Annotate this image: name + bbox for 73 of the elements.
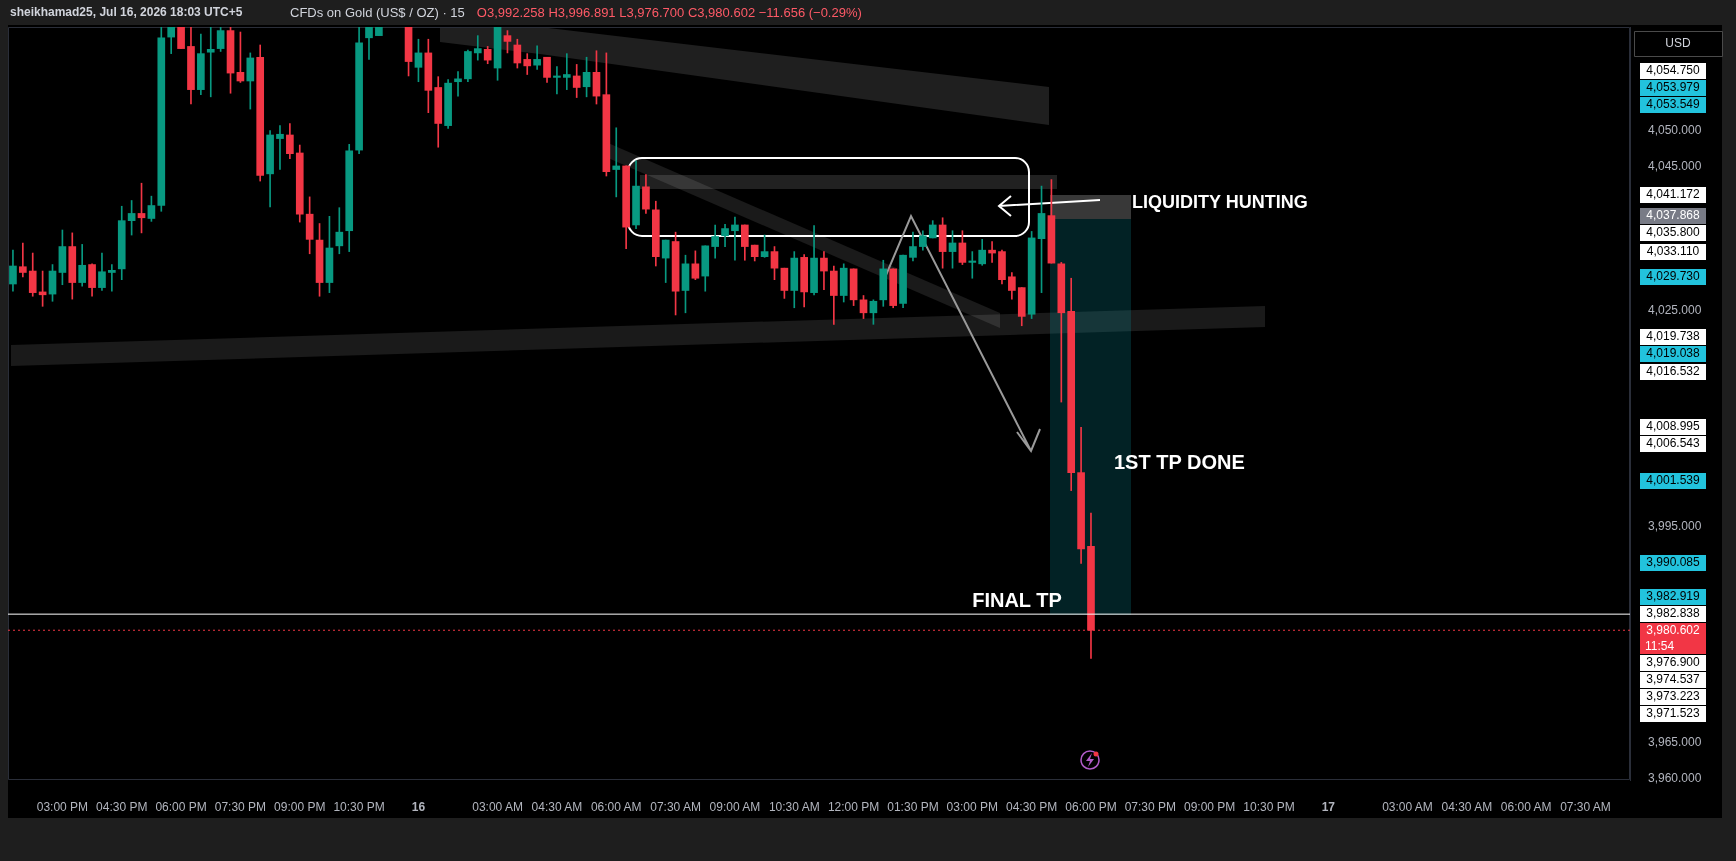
x-tick-label: 12:00 PM bbox=[827, 799, 880, 814]
text: USD bbox=[1665, 36, 1691, 51]
x-tick-label: 17 bbox=[1321, 799, 1336, 814]
candlestick bbox=[276, 125, 284, 170]
text: 4,008.995 bbox=[1646, 419, 1701, 434]
x-tick-label: 09:00 PM bbox=[1183, 799, 1236, 814]
y-tick-label: 4,025.000 bbox=[1648, 302, 1702, 317]
text: 4,006.543 bbox=[1646, 436, 1701, 451]
candlestick bbox=[19, 242, 27, 278]
x-tick-label: 01:30 PM bbox=[887, 799, 939, 814]
candlestick bbox=[731, 216, 739, 261]
x-tick-label: 04:30 AM bbox=[1441, 799, 1493, 814]
x-tick-label: 06:00 PM bbox=[1065, 799, 1117, 814]
x-tick-label: 06:00 PM bbox=[155, 799, 207, 814]
text: 3,982.919 bbox=[1646, 589, 1701, 604]
x-tick-label: 04:30 PM bbox=[1005, 799, 1058, 814]
text: 4,054.750 bbox=[1646, 63, 1701, 78]
text: 3,976.900 bbox=[1646, 655, 1701, 670]
x-tick-label: 09:00 PM bbox=[274, 799, 326, 814]
candlestick bbox=[562, 53, 571, 90]
x-tick-label: 07:30 PM bbox=[214, 799, 267, 814]
text: 3,973.223 bbox=[1646, 689, 1701, 704]
x-tick-label: 03:00 AM bbox=[472, 799, 523, 814]
candlestick bbox=[553, 66, 561, 95]
candlestick bbox=[473, 35, 482, 61]
y-tick-label: 4,050.000 bbox=[1648, 122, 1702, 137]
text: 4,016.532 bbox=[1646, 364, 1701, 379]
text: 4,035.800 bbox=[1646, 225, 1701, 240]
x-tick-label: 07:30 AM bbox=[650, 799, 701, 814]
text: 3,971.523 bbox=[1646, 706, 1701, 721]
x-tick-label: 04:30 PM bbox=[96, 799, 148, 814]
x-tick-label: 07:30 PM bbox=[1124, 799, 1177, 814]
text: 4,029.730 bbox=[1646, 269, 1701, 284]
text: 4,019.738 bbox=[1646, 329, 1701, 344]
chart-title: CFDs on Gold (US$ / OZ) · 15 bbox=[290, 4, 465, 20]
y-tick-label: 4,045.000 bbox=[1648, 158, 1702, 173]
text: 3,974.537 bbox=[1646, 672, 1701, 687]
candlestick bbox=[206, 27, 215, 98]
text: 4,053.979 bbox=[1646, 80, 1701, 95]
candlestick bbox=[533, 45, 541, 70]
text: 4,019.038 bbox=[1646, 346, 1701, 361]
annotation: LIQUIDITY HUNTING bbox=[1132, 191, 1308, 212]
text: 3,982.838 bbox=[1646, 606, 1701, 621]
annotation: 1ST TP DONE bbox=[1114, 450, 1245, 473]
candlestick bbox=[612, 127, 621, 198]
text: 4,041.172 bbox=[1646, 187, 1701, 202]
text: sheikhamad25, Jul 16, 2026 18:03 UTC+5 bbox=[10, 5, 243, 20]
y-tick-label: 3,995.000 bbox=[1648, 518, 1702, 533]
candlestick bbox=[108, 264, 116, 292]
x-tick-label: 09:00 AM bbox=[709, 799, 761, 814]
text: 4,053.549 bbox=[1646, 97, 1701, 112]
y-tick-label: 3,960.000 bbox=[1648, 770, 1702, 785]
x-tick-label: 04:30 AM bbox=[531, 799, 583, 814]
x-tick-label: 03:00 PM bbox=[946, 799, 998, 814]
x-tick-label: 06:00 AM bbox=[590, 799, 642, 814]
x-tick-label: 07:30 AM bbox=[1560, 799, 1611, 814]
candlestick bbox=[968, 251, 977, 279]
text: 11:54 bbox=[1645, 639, 1675, 654]
text: 3,990.085 bbox=[1646, 555, 1701, 570]
x-tick-label: 03:00 PM bbox=[36, 799, 89, 814]
x-tick-label: 10:30 PM bbox=[333, 799, 385, 814]
x-tick-label: 06:00 AM bbox=[1500, 799, 1552, 814]
text: 4,001.539 bbox=[1646, 473, 1701, 488]
x-tick-label: 16 bbox=[411, 799, 426, 814]
y-tick-label: 3,965.000 bbox=[1648, 734, 1702, 749]
x-tick-label: 10:30 AM bbox=[768, 799, 820, 814]
text: 3,980.602 bbox=[1646, 623, 1701, 638]
x-tick-label: 03:00 AM bbox=[1382, 799, 1433, 814]
text: 4,037.868 bbox=[1646, 208, 1701, 223]
text: 4,033.110 bbox=[1646, 244, 1700, 259]
chart-subtitle: O3,992.258 H3,996.891 L3,976.700 C3,980.602 −11.656 (−0.29%) bbox=[476, 4, 862, 20]
x-tick-label: 10:30 PM bbox=[1243, 799, 1295, 814]
ref-line-label: FINAL TP bbox=[972, 588, 1062, 611]
